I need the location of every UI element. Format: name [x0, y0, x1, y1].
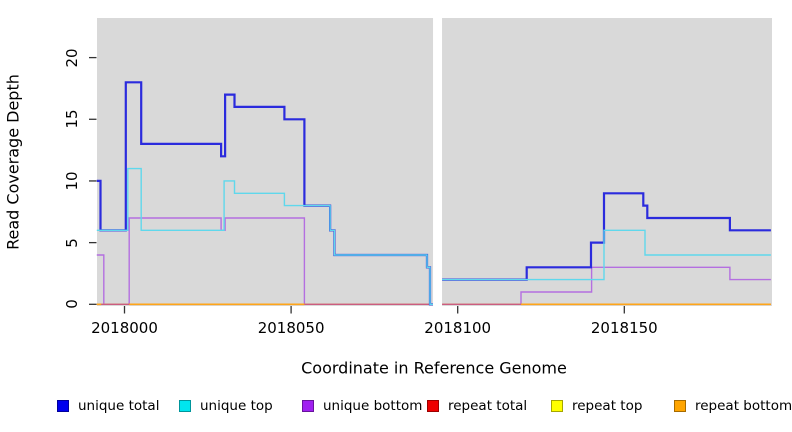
y-tick-label: 5 — [63, 237, 81, 248]
y-tick-label: 0 — [63, 299, 81, 310]
y-tick-label: 15 — [63, 109, 81, 129]
no-data-gap — [433, 16, 443, 307]
x-axis-label: Coordinate in Reference Genome — [301, 358, 567, 378]
y-tick-label: 10 — [63, 171, 81, 191]
x-tick-label: 2018100 — [424, 319, 492, 337]
x-tick-label: 2018000 — [91, 319, 158, 337]
series-line-unique-top — [96, 167, 771, 305]
x-tick-label: 2018150 — [590, 319, 658, 337]
y-tick-label: 20 — [63, 48, 81, 68]
y-axis-label: Read Coverage Depth — [3, 74, 23, 250]
x-tick-label: 2018050 — [257, 319, 325, 337]
